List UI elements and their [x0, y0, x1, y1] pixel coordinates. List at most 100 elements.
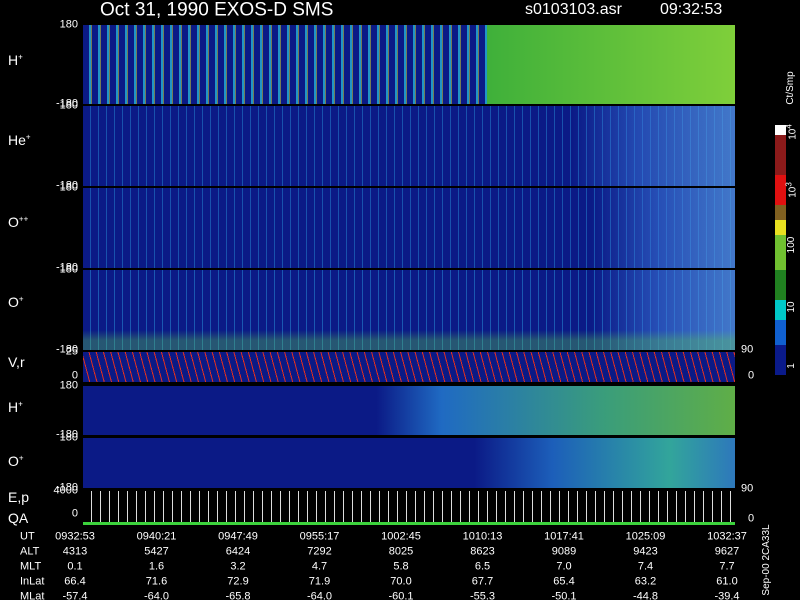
superscript: + [18, 294, 24, 304]
superscript: + [18, 52, 23, 62]
panel-label: H+ [8, 53, 23, 67]
cell: 1017:41 [544, 530, 584, 543]
cell: 7.4 [637, 560, 654, 573]
spectrogram [83, 25, 735, 104]
superscript: 3 [784, 182, 794, 187]
panel-label: O+ [8, 295, 24, 309]
cell: 1032:37 [707, 530, 747, 543]
text: O [8, 294, 19, 310]
cell: -57.4 [62, 590, 88, 600]
cell: 66.4 [64, 575, 86, 588]
y-tick-label: 0 [71, 369, 78, 382]
cell: 0947:49 [218, 530, 258, 543]
colorbar-tick: 1 [786, 363, 797, 369]
text: O [8, 214, 19, 230]
y2-tick-label: 0 [748, 512, 755, 525]
panel-label: H+ [8, 400, 23, 414]
cell: 4313 [62, 545, 88, 558]
text: H [8, 399, 19, 415]
y-tick-label: 180 [59, 18, 78, 31]
title: Oct 31, 1990 EXOS-D SMS [100, 0, 334, 21]
superscript: + [18, 453, 24, 463]
y-tick-label: -180 [55, 428, 78, 441]
cell: 67.7 [471, 575, 494, 588]
text: O [8, 453, 19, 469]
cell: 71.6 [145, 575, 168, 588]
superscript: + [18, 399, 23, 409]
cell: 5.8 [393, 560, 409, 573]
y-tick-label: 180 [59, 181, 78, 194]
cell: 7292 [307, 545, 332, 558]
spectrogram [83, 106, 735, 186]
footer: Sep-00 2CA33L [761, 524, 772, 596]
panel-label: E,p [8, 489, 30, 505]
text: He [8, 132, 26, 148]
cell: 1002:45 [381, 530, 421, 543]
cell: 5427 [144, 545, 169, 558]
superscript: 4 [784, 124, 794, 129]
cell: 8623 [470, 545, 495, 558]
text: H [8, 52, 19, 68]
cell: 61.0 [716, 575, 738, 588]
panel-label: O+ [8, 454, 24, 468]
panel-label: He+ [8, 133, 31, 147]
y-tick-label: 4000 [53, 484, 78, 497]
cell: 9423 [633, 545, 658, 558]
panel-label: QA [8, 510, 29, 526]
spectrogram [83, 188, 735, 268]
cell: 1025:09 [625, 530, 666, 543]
spectrogram [83, 270, 735, 350]
spectrogram [83, 438, 735, 488]
row-header: InLat [20, 575, 45, 588]
cell: 0932:53 [55, 530, 95, 543]
y-tick-label: -180 [55, 261, 78, 274]
y-tick-label: 180 [59, 263, 78, 276]
cell: 72.9 [227, 575, 249, 588]
colorbar-tick: 10 [786, 301, 797, 313]
cell: -39.4 [714, 590, 740, 600]
file-name: s0103103.asr [525, 1, 622, 18]
y-tick-label: -180 [55, 179, 78, 192]
cell: -44.8 [632, 590, 659, 600]
cell: 63.2 [634, 575, 657, 588]
colorbar-tick: 100 [786, 236, 797, 254]
y2-tick-label: 90 [741, 343, 754, 356]
colorbar-tick: 104 [784, 124, 799, 140]
cell: 0940:21 [136, 530, 177, 543]
cell: 8025 [388, 545, 414, 558]
y-tick-label: 180 [59, 431, 78, 444]
superscript: + [25, 132, 31, 142]
colorbar-unit: Ct/Smp [785, 71, 796, 105]
time: 09:32:53 [660, 1, 723, 18]
cell: 3.2 [230, 560, 246, 573]
spectrogram [83, 386, 735, 435]
cell: 71.9 [308, 575, 331, 588]
y-tick-label: -180 [55, 343, 78, 356]
y-tick-label: 25 [65, 345, 78, 358]
row-header: MLT [20, 560, 42, 573]
y-tick-label: 0 [71, 507, 78, 520]
cell: 6424 [225, 545, 251, 558]
superscript: ++ [18, 214, 29, 224]
panel-label: O++ [8, 215, 28, 229]
cell: 6.5 [474, 560, 491, 573]
cell: -55.3 [469, 590, 496, 600]
cell: -64.0 [143, 590, 170, 600]
cell: 65.4 [553, 575, 575, 588]
cell: 9627 [714, 545, 740, 558]
cell: 1.6 [148, 560, 165, 573]
colorbar-tick: 103 [784, 182, 798, 198]
velocity-panel [83, 352, 735, 382]
y2-tick-label: 90 [741, 482, 754, 495]
cell: 7.0 [556, 560, 572, 573]
cell: -65.8 [225, 590, 251, 600]
y-tick-label: 180 [59, 379, 78, 392]
cell: 4.7 [311, 560, 328, 573]
cell: 7.7 [719, 560, 735, 573]
row-header: ALT [20, 545, 40, 558]
y-tick-label: -180 [55, 97, 78, 110]
text: 10 [787, 128, 799, 140]
cell: 9089 [551, 545, 577, 558]
row-header: MLat [20, 590, 45, 600]
